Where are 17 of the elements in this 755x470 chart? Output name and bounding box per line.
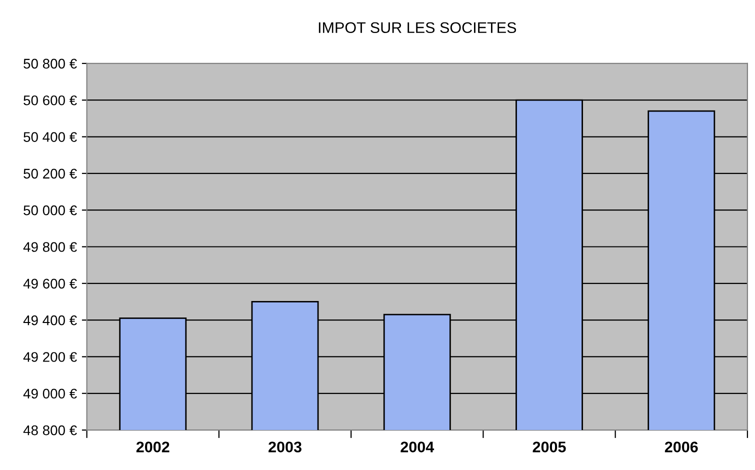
y-tick-label: 48 800 € bbox=[23, 425, 77, 436]
x-tick-label: 2003 bbox=[268, 442, 302, 452]
x-tick-label: 2002 bbox=[136, 442, 170, 452]
chart-title: IMPOT SUR LES SOCIETES bbox=[318, 22, 516, 34]
y-tick-label: 50 000 € bbox=[24, 205, 77, 216]
y-tick-label: 50 200 € bbox=[24, 168, 77, 179]
y-tick-label: 49 400 € bbox=[23, 315, 77, 326]
y-tick-label: 50 600 € bbox=[24, 95, 77, 106]
y-tick-label: 49 600 € bbox=[23, 278, 77, 289]
y-tick-label: 50 400 € bbox=[24, 132, 77, 142]
y-tick-label: 49 800 € bbox=[23, 242, 77, 252]
x-tick-label: 2005 bbox=[532, 442, 566, 452]
y-tick-label: 49 200 € bbox=[23, 352, 77, 362]
x-tick-label: 2006 bbox=[664, 442, 698, 452]
x-tick-label: 2004 bbox=[400, 442, 434, 452]
y-tick-label: 50 800 € bbox=[24, 58, 77, 69]
y-tick-label: 49 000 € bbox=[23, 388, 77, 399]
